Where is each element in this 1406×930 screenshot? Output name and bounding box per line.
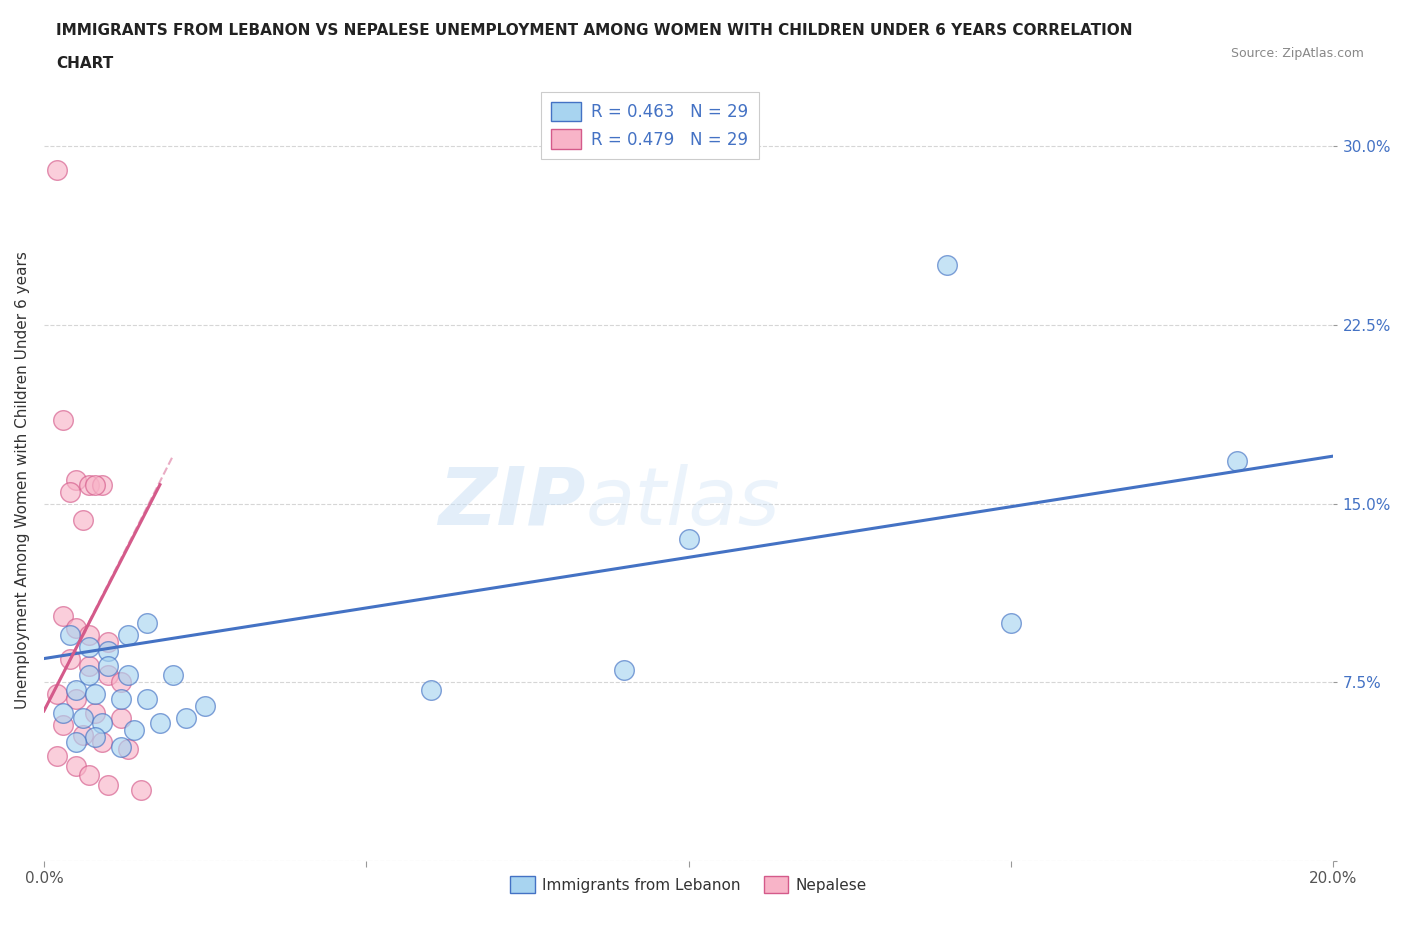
Point [59, 651, 82, 666]
Point [77, 639, 100, 654]
Point [52, 718, 75, 733]
Point [117, 741, 139, 756]
Point [110, 675, 132, 690]
Point [72, 727, 94, 742]
Point [419, 682, 441, 697]
Text: Source: ZipAtlas.com: Source: ZipAtlas.com [1230, 46, 1364, 60]
Point [77, 668, 100, 683]
Point [77, 477, 100, 492]
Point [84, 706, 107, 721]
Point [90, 735, 112, 750]
Y-axis label: Unemployment Among Women with Children Under 6 years: Unemployment Among Women with Children U… [15, 251, 30, 709]
Point [110, 739, 132, 754]
Point [77, 628, 100, 643]
Point [65, 758, 87, 773]
Point [52, 608, 75, 623]
Point [110, 692, 132, 707]
Point [72, 513, 94, 528]
Point [84, 477, 107, 492]
Point [72, 711, 94, 725]
Point [45, 749, 67, 764]
Point [45, 687, 67, 702]
Point [45, 163, 67, 178]
Point [97, 634, 120, 649]
Point [90, 477, 112, 492]
Point [194, 698, 217, 713]
Point [65, 735, 87, 750]
Point [97, 668, 120, 683]
Text: IMMIGRANTS FROM LEBANON VS NEPALESE UNEMPLOYMENT AMONG WOMEN WITH CHILDREN UNDER: IMMIGRANTS FROM LEBANON VS NEPALESE UNEM… [56, 23, 1133, 38]
Point [117, 668, 139, 683]
Text: atlas: atlas [585, 464, 780, 542]
Point [65, 620, 87, 635]
Point [59, 628, 82, 643]
Point [129, 782, 152, 797]
Point [110, 711, 132, 725]
Legend: Immigrants from Lebanon, Nepalese: Immigrants from Lebanon, Nepalese [505, 870, 873, 899]
Point [136, 692, 159, 707]
Point [84, 730, 107, 745]
Point [77, 768, 100, 783]
Text: CHART: CHART [56, 56, 114, 71]
Point [97, 644, 120, 658]
Point [65, 682, 87, 697]
Point [84, 687, 107, 702]
Point [52, 706, 75, 721]
Point [65, 692, 87, 707]
Point [97, 777, 120, 792]
Text: ZIP: ZIP [439, 464, 585, 542]
Point [97, 658, 120, 673]
Point [149, 715, 172, 730]
Point [90, 715, 112, 730]
Point [77, 658, 100, 673]
Point [613, 663, 636, 678]
Point [1000, 616, 1022, 631]
Point [935, 258, 957, 272]
Point [65, 472, 87, 487]
Point [52, 413, 75, 428]
Point [117, 628, 139, 643]
Point [59, 485, 82, 499]
Point [678, 532, 700, 547]
Point [174, 711, 197, 725]
Point [136, 616, 159, 631]
Point [122, 723, 145, 737]
Point [1226, 454, 1249, 469]
Point [162, 668, 184, 683]
